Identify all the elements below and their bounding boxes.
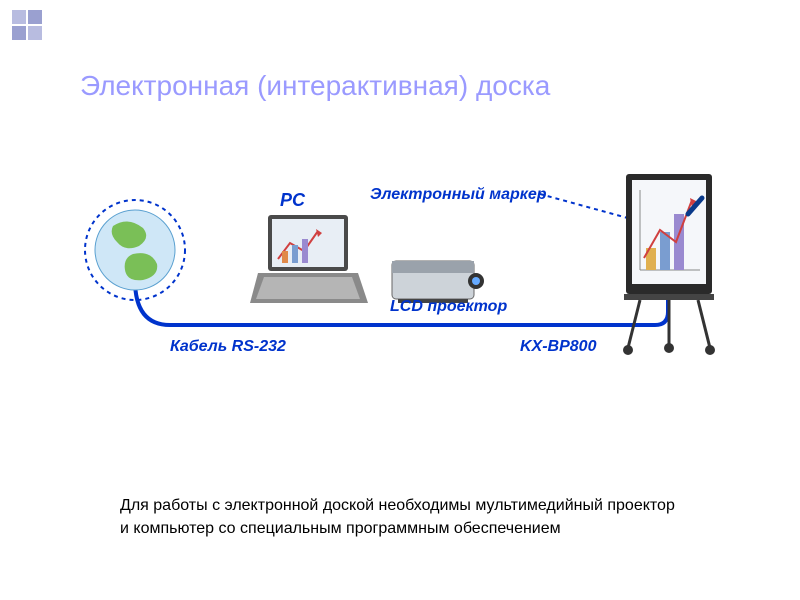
footer-text: Для работы с электронной доской необходи… xyxy=(120,495,680,540)
connection-diagram: PC Электронный маркер LCD проектор Кабел… xyxy=(80,180,720,380)
deco-sq-0 xyxy=(12,10,26,24)
label-lcd: LCD проектор xyxy=(390,298,507,316)
deco-sq-2 xyxy=(12,26,26,40)
label-marker: Электронный маркер xyxy=(370,186,547,204)
label-pc: PC xyxy=(280,190,305,211)
deco-sq-1 xyxy=(28,10,42,24)
whiteboard-icon xyxy=(620,170,730,360)
label-cable: Кабель RS-232 xyxy=(170,338,286,356)
deco-sq-3 xyxy=(28,26,42,40)
page-title: Электронная (интерактивная) доска xyxy=(80,70,550,102)
label-model: KX-BP800 xyxy=(520,338,596,356)
